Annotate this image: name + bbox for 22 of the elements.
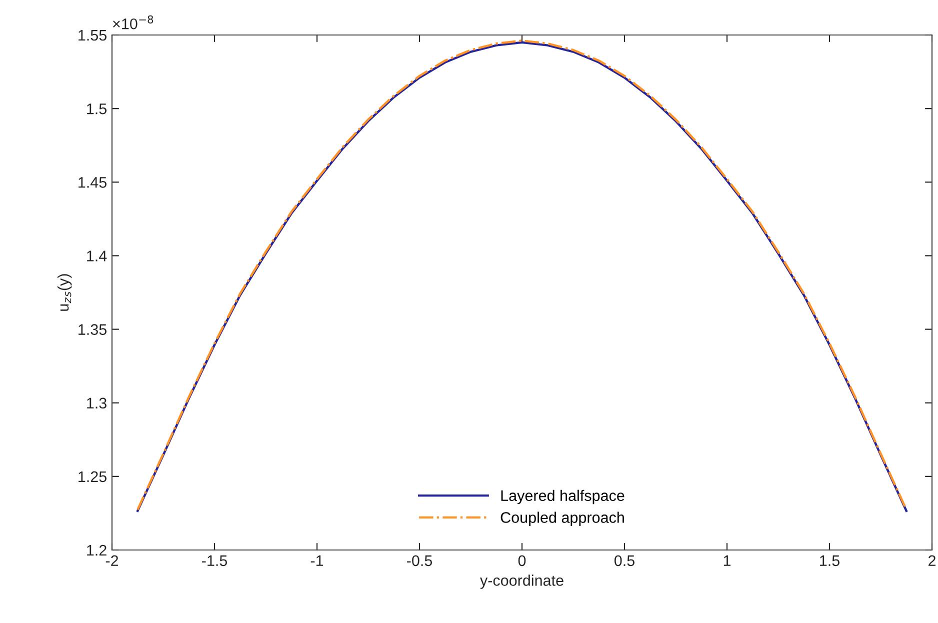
y-tick-label: 1.2 (87, 544, 106, 556)
legend-label: Coupled approach (500, 512, 624, 526)
x-tick-label: -0.5 (407, 555, 432, 566)
x-tick-label: 0 (518, 555, 526, 566)
x-tick-label: 1 (724, 555, 731, 566)
legend-label: Layered halfspace (501, 490, 624, 504)
x-tick-label: 1.5 (820, 555, 840, 566)
y-tick-label: 1.25 (78, 471, 106, 482)
x-tick-label: 0.5 (614, 555, 634, 566)
y-tick-label: 1.45 (78, 177, 106, 188)
y-tick-label: 1.35 (78, 324, 106, 335)
x-axis-title: y-coordinate (480, 574, 564, 589)
x-tick-label: 2 (928, 555, 936, 566)
y-tick-label: 1.3 (87, 398, 106, 409)
y-tick-label: 1.5 (87, 104, 106, 114)
y-tick-label: 1.4 (87, 250, 107, 262)
x-tick-label: -1.5 (202, 555, 228, 566)
x-tick-label: -2 (106, 555, 118, 566)
x-tick-label: -1 (310, 555, 324, 566)
y-tick-label: 1.55 (78, 30, 106, 41)
y-axis-title: u$_{zs}$(y) (57, 274, 72, 311)
text: ×10$^{−8}$ (113, 15, 154, 30)
